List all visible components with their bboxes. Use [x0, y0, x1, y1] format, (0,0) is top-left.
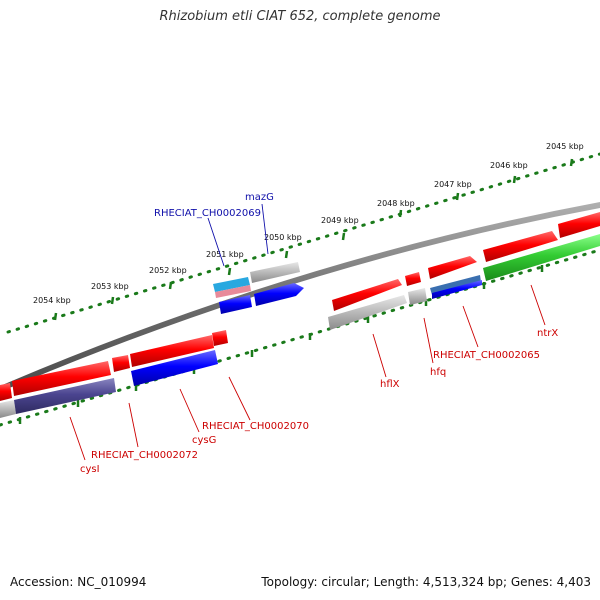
leader-lines — [69, 203, 546, 461]
label-RHECIAT_CH0002065: RHECIAT_CH0002065 — [433, 350, 540, 361]
gene-feature-red-far — [558, 212, 600, 238]
gene-feature-small-red — [112, 355, 130, 372]
label-RHECIAT_CH0002070: RHECIAT_CH0002070 — [202, 421, 309, 432]
ruler-label: 2049 kbp — [321, 216, 359, 225]
genome-summary-text: Topology: circular; Length: 4,513,324 bp… — [261, 575, 591, 589]
ruler-label: 2050 kbp — [264, 233, 302, 242]
gene-feature-hfq-red — [405, 272, 421, 286]
gene-feature-mazG — [250, 262, 300, 283]
ruler-label: 2051 kbp — [206, 250, 244, 259]
map-title: Rhizobium etli CIAT 652, complete genome — [159, 9, 441, 24]
gene-feature-cysI-red — [12, 361, 111, 396]
gene-feature-hflX-red — [332, 279, 402, 311]
outer-track-features — [213, 262, 304, 314]
ruler-label: 2045 kbp — [546, 142, 584, 151]
outer-ruler — [6, 152, 600, 334]
label-hfq: hfq — [430, 367, 446, 378]
label-RHECIAT_CH0002072: RHECIAT_CH0002072 — [91, 450, 198, 461]
label-cysI: cysI — [80, 464, 100, 475]
gene-feature-blue-small — [219, 295, 252, 314]
ruler-labels: 2045 kbp 2046 kbp 2047 kbp 2048 kbp 2049… — [33, 142, 584, 305]
label-RHECIAT_CH0002069: RHECIAT_CH0002069 — [154, 208, 261, 219]
label-cysG: cysG — [192, 435, 216, 446]
ruler-label: 2053 kbp — [91, 282, 129, 291]
ruler-label: 2052 kbp — [149, 266, 187, 275]
gene-labels: mazG RHECIAT_CH0002069 ntrX RHECIAT_CH00… — [80, 192, 558, 475]
ruler-label: 2054 kbp — [33, 296, 71, 305]
genome-backbone — [0, 202, 600, 392]
ruler-label: 2048 kbp — [377, 199, 415, 208]
inner-ruler — [0, 248, 600, 427]
gene-feature-gray-edge — [0, 400, 16, 418]
gene-feature-hfq — [408, 288, 427, 305]
gene-feature-RHECIAT_CH0002065-blue — [432, 280, 482, 299]
gene-feature-RHECIAT_CH0002069-pseudo — [215, 285, 251, 298]
gene-feature-RHECIAT_CH0002070 — [131, 350, 218, 386]
gene-feature-cysG-red — [130, 335, 214, 367]
right-track-features — [328, 212, 600, 330]
gene-feature-red-edge — [0, 383, 12, 401]
ruler-label: 2047 kbp — [434, 180, 472, 189]
label-mazG: mazG — [245, 192, 274, 203]
gene-feature-ntrX — [483, 234, 600, 281]
gene-feature-RHECIAT_CH0002065 — [430, 275, 481, 295]
gene-feature-blue-arrow — [254, 283, 304, 306]
left-track-features — [0, 330, 228, 418]
label-ntrX: ntrX — [537, 328, 558, 339]
ruler-label: 2046 kbp — [490, 161, 528, 170]
gene-feature-RHECIAT_CH0002065-red — [428, 256, 477, 279]
gene-feature-red-small2 — [212, 330, 228, 346]
gene-feature-hflX — [328, 295, 407, 330]
gene-feature-cysI — [14, 378, 116, 414]
gene-feature-RHECIAT_CH0002069 — [213, 277, 250, 292]
accession-text: Accession: NC_010994 — [10, 575, 147, 589]
label-hflX: hflX — [380, 379, 400, 390]
gene-feature-ntrX-upper — [483, 231, 558, 262]
